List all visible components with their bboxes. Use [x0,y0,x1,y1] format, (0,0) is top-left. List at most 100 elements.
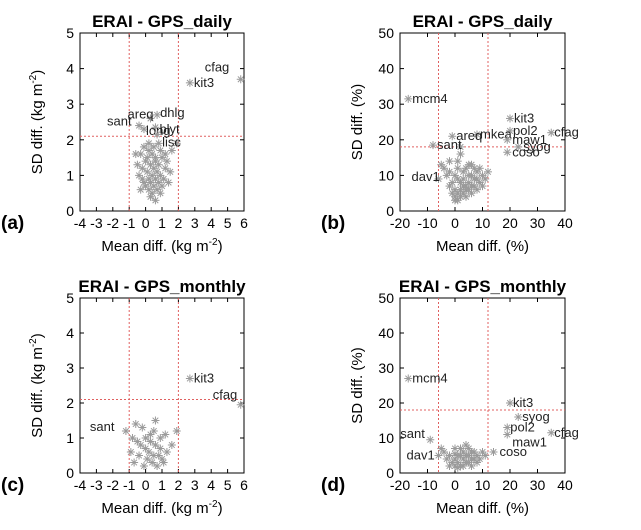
data-point-lisc [153,130,162,139]
x-tick-label: -20 [390,215,410,231]
data-point [141,157,150,166]
y-axis-label-a: SD diff. (kg m-2) [28,70,46,175]
data-point [462,441,470,449]
data-point [149,451,158,460]
data-point-cfag [236,75,245,84]
y-tick-label: 40 [378,325,394,341]
x-tick-label: -3 [90,477,103,493]
data-point [462,451,470,460]
data-point [126,448,135,456]
point-label-kit3: kit3 [514,110,534,125]
point-label-areq: areq [456,128,482,143]
chart-title-d: ERAI - GPS_monthly [399,277,567,296]
point-label-cfag: cfag [554,125,579,140]
x-tick-label: 4 [207,215,215,231]
data-point [470,455,479,463]
point-label-pol2: pol2 [513,123,538,138]
x-tick-label: 30 [530,215,546,231]
data-point [146,437,155,446]
x-tick-label: 2 [175,477,183,493]
data-point [451,196,459,205]
data-point [481,451,490,460]
point-label-kit3: kit3 [194,75,214,90]
y-tick-label: 0 [66,203,74,219]
data-point [130,458,139,467]
data-point [467,182,476,191]
y-axis-label-c: SD diff. (kg m-2) [28,333,46,438]
y-tick-label: 3 [66,360,74,376]
panel-letter-b: (b) [321,213,345,234]
y-tick-label: 30 [378,96,394,112]
point-label-sant: sant [90,419,115,434]
y-tick-label: 30 [378,360,394,376]
data-point [148,150,157,159]
x-tick-label: 40 [557,477,573,493]
point-label-coso: coso [500,444,527,459]
data-point-mcm4 [404,374,413,383]
x-tick-label: 3 [191,477,199,493]
data-point [135,451,144,460]
data-point [467,462,476,470]
y-tick-label: 50 [378,290,394,306]
data-point [453,463,462,472]
x-tick-label: 10 [475,477,491,493]
data-point [148,189,157,198]
point-label-cfag: cfag [213,387,238,402]
data-point [154,451,163,460]
data-point [156,189,165,198]
point-label-dav1: dav1 [412,169,440,184]
data-point-kit3 [185,78,194,87]
data-point [131,150,140,159]
data-point-kit3 [506,399,514,407]
data-point-syog [514,142,523,151]
data-point [453,174,462,183]
data-point-sant [426,435,435,444]
x-axis-label-b: Mean diff. (%) [436,238,529,255]
y-tick-label: 2 [66,395,74,411]
point-label-sant: sant [400,426,425,441]
data-point-pol2 [506,126,514,135]
y-tick-label: 4 [66,61,74,77]
data-point-sant [135,121,144,130]
data-point-cfag [236,400,245,409]
data-point [156,434,165,442]
data-point [148,458,157,467]
data-point [172,139,181,148]
x-tick-label: 5 [224,477,232,493]
point-label-syog: syog [522,409,549,424]
data-point-kit3 [506,114,514,123]
chart-title-c: ERAI - GPS_monthly [78,277,246,296]
data-point [437,160,446,169]
point-label-coso: coso [512,144,539,159]
x-tick-label: 2 [175,215,183,231]
x-tick-label: 20 [502,477,518,493]
point-label-cfag: cfag [205,59,230,74]
data-point [141,434,150,442]
point-label-maw1: maw1 [512,132,547,147]
data-point [143,455,152,463]
x-tick-label: 3 [191,215,199,231]
data-point [164,178,173,187]
data-point [146,192,155,201]
data-point [139,142,148,151]
data-point-mcm4 [404,94,413,103]
x-tick-label: -10 [417,215,437,231]
x-tick-label: -2 [107,477,120,493]
point-label-maw1: maw1 [512,435,547,450]
data-point-coso [503,148,512,157]
point-label-cfag: cfag [554,425,579,440]
data-point [172,427,181,435]
y-tick-label: 5 [66,25,74,41]
x-tick-label: 5 [224,215,232,231]
point-label-mcm4: mcm4 [412,371,447,386]
data-point [467,448,476,456]
x-tick-label: -1 [123,215,136,231]
panel-letter-a: (a) [1,213,24,234]
point-label-syog: syog [523,139,550,154]
data-point [139,462,148,470]
x-tick-label: 0 [451,215,459,231]
x-tick-label: -3 [90,215,103,231]
data-point [161,164,170,173]
data-point [162,448,171,456]
